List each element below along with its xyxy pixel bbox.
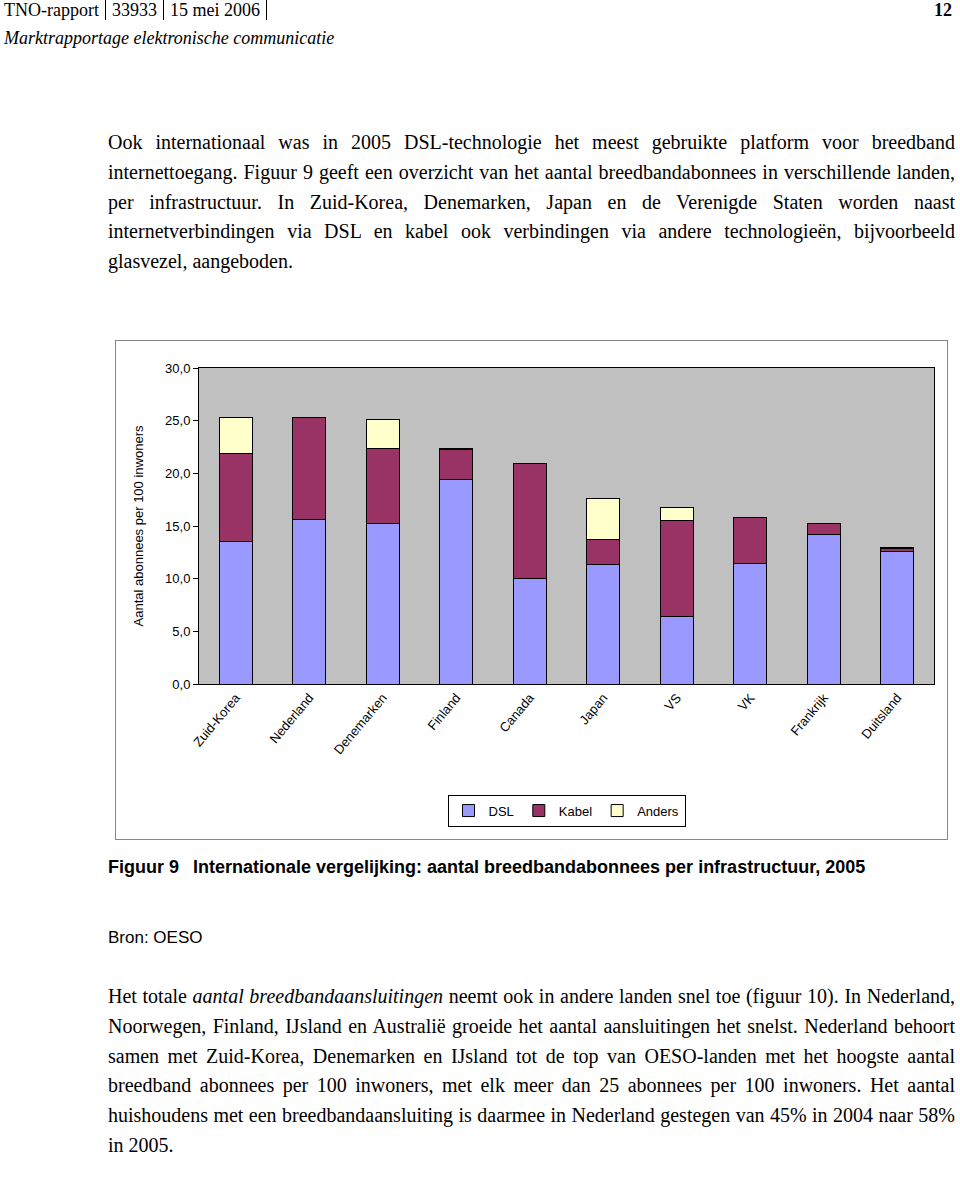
svg-text:25,0: 25,0 [165, 413, 190, 428]
svg-text:0,0: 0,0 [172, 677, 190, 692]
svg-text:Zuid-Korea: Zuid-Korea [190, 690, 243, 749]
svg-text:Frankrijk: Frankrijk [787, 690, 831, 738]
html-text:Bron: OESO: Bron: OESO [108, 928, 203, 947]
svg-text:Aantal abonnees per 100 inwone: Aantal abonnees per 100 inwoners [131, 425, 146, 626]
html-text:TNO-rapport: TNO-rapport [4, 0, 99, 20]
html-text:15 mei 2006: 15 mei 2006 [170, 0, 260, 20]
svg-text:Japan: Japan [576, 691, 610, 728]
svg-text:Nederland: Nederland [266, 691, 316, 747]
svg-text:30,0: 30,0 [165, 361, 190, 376]
html-text:12: 12 [934, 0, 952, 20]
svg-text:Anders: Anders [637, 804, 679, 819]
html-text:Internationale vergelijking: a: Internationale vergelijking: aantal bree… [193, 857, 866, 877]
html-text:Marktrapportage elektronische: Marktrapportage elektronische communicat… [4, 28, 335, 48]
svg-text:5,0: 5,0 [172, 624, 190, 639]
svg-text:Kabel: Kabel [559, 804, 592, 819]
svg-text:20,0: 20,0 [165, 466, 190, 481]
svg-text:Finland: Finland [425, 691, 464, 733]
html-text:Ook internationaal was in 2005: Ook internationaal was in 2005 DSL-techn… [108, 131, 955, 273]
html-text:33933: 33933 [112, 0, 157, 20]
svg-text:10,0: 10,0 [165, 571, 190, 586]
html-text:Figuur 9: Figuur 9 [108, 857, 179, 877]
svg-text:Denemarken: Denemarken [331, 691, 390, 758]
svg-text:15,0: 15,0 [165, 519, 190, 534]
svg-text:Canada: Canada [496, 690, 537, 735]
svg-text:VS: VS [661, 690, 684, 713]
svg-text:DSL: DSL [489, 804, 514, 819]
html-text:Het totale aantal breedbandaan: Het totale aantal breedbandaansluitingen… [108, 985, 955, 1156]
svg-text:Duitsland: Duitsland [858, 691, 904, 742]
svg-text:VK: VK [735, 690, 758, 713]
